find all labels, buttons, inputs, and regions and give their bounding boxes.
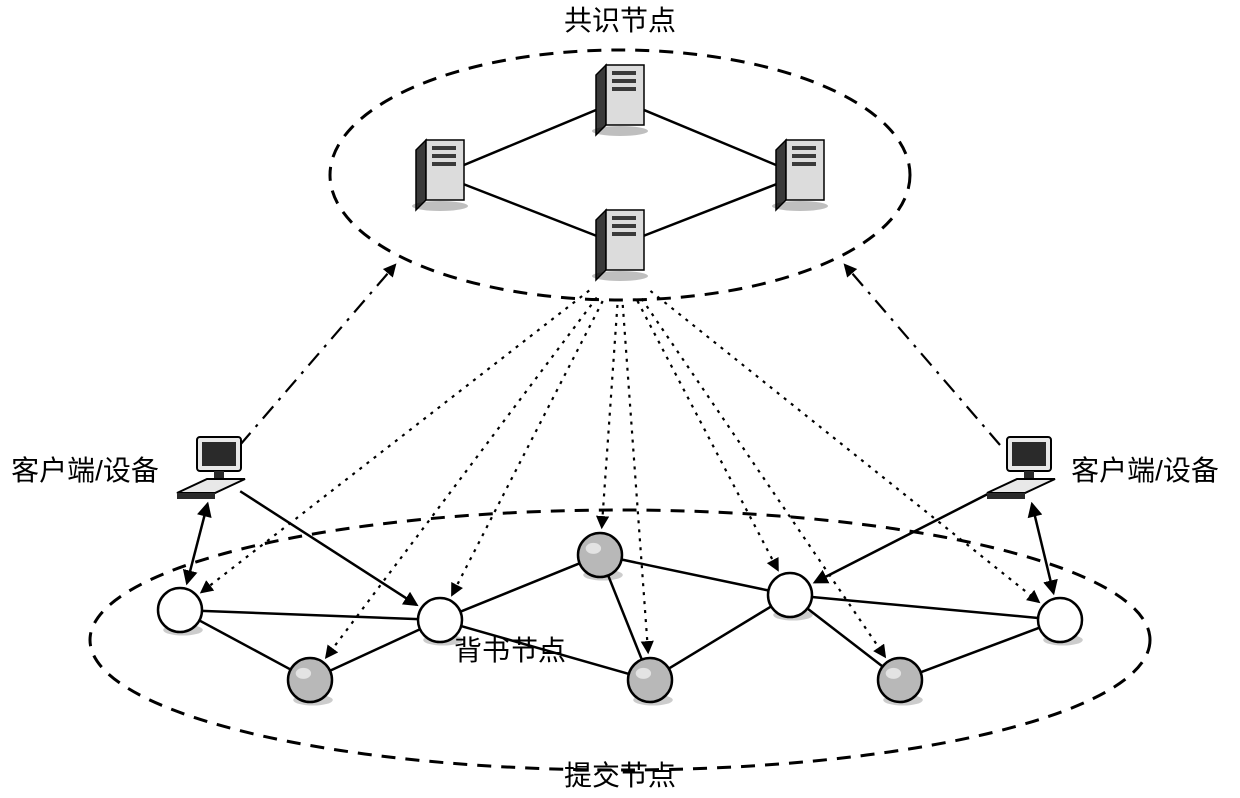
- consensus-label: 共识节点: [564, 5, 676, 36]
- peer-node: [288, 658, 333, 706]
- consensus-to-node-arrow: [202, 291, 590, 593]
- client-to-node-arrow: [187, 504, 207, 583]
- server-link: [620, 100, 800, 175]
- peer-node: [628, 658, 673, 706]
- network-diagram: 共识节点客户端/设备 客户端/设备背书节点提交节点: [0, 0, 1240, 798]
- peer-link: [608, 575, 642, 659]
- peer-link: [921, 628, 1040, 673]
- server-icon: [772, 140, 828, 211]
- client-to-node-arrow: [240, 491, 416, 605]
- peer-link: [807, 608, 882, 666]
- client-to-consensus-arrow: [240, 265, 395, 445]
- peer-node: [1038, 598, 1083, 646]
- client-to-node-arrow: [815, 489, 998, 583]
- client-to-node-arrow: [1032, 504, 1053, 593]
- peer-link: [199, 620, 290, 669]
- computer-icon: [177, 437, 245, 499]
- consensus-to-node-arrow: [637, 301, 777, 570]
- peer-node: [158, 588, 203, 636]
- consensus-to-node-arrow: [650, 291, 1038, 602]
- client-to-consensus-arrow: [845, 265, 1000, 445]
- server-icon: [592, 210, 648, 281]
- peer-node: [768, 573, 813, 621]
- server-link: [440, 175, 620, 245]
- server-icon: [412, 140, 468, 211]
- endorser-label: 背书节点: [454, 635, 566, 666]
- peer-link: [460, 563, 579, 611]
- peer-node: [878, 658, 923, 706]
- consensus-to-node-arrow: [326, 298, 597, 658]
- server-icon: [592, 65, 648, 136]
- peer-link: [202, 611, 418, 619]
- left-client-label: 客户端/设备: [11, 455, 159, 486]
- server-link: [440, 100, 620, 175]
- peer-link: [330, 629, 420, 671]
- commit-label: 提交节点: [564, 760, 676, 791]
- right-client-label: 客户端/设备: [1071, 455, 1219, 486]
- consensus-to-node-arrow: [642, 299, 885, 657]
- server-link: [620, 175, 800, 245]
- consensus-to-node-arrow: [623, 305, 648, 652]
- consensus-to-node-arrow: [602, 305, 618, 527]
- peer-link: [669, 606, 771, 668]
- peer-node: [578, 533, 623, 581]
- peer-link: [812, 597, 1038, 618]
- computer-icon: [987, 437, 1055, 499]
